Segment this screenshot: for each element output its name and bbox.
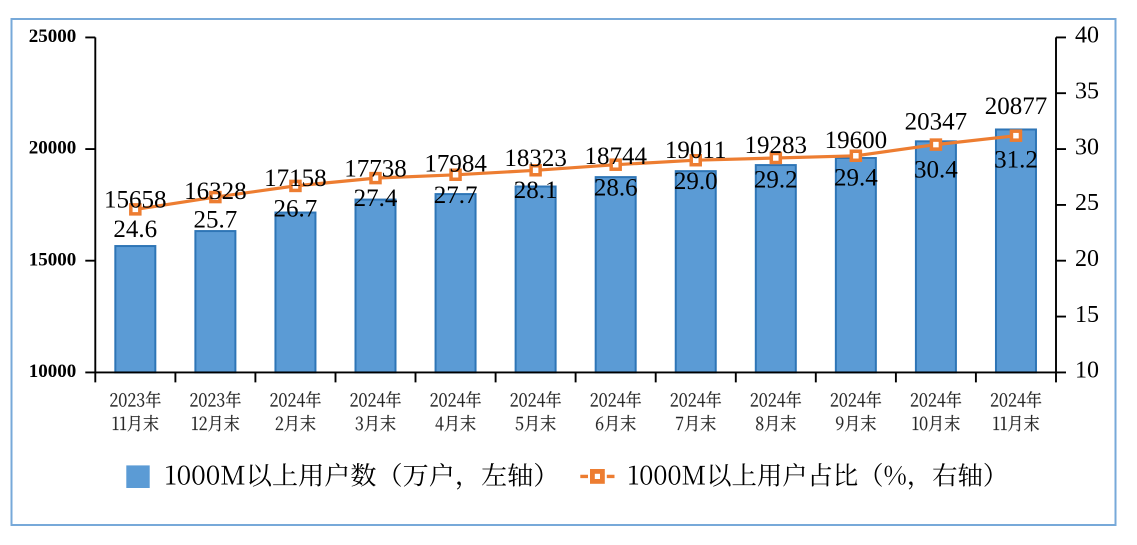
svg-text:35: 35 xyxy=(1075,79,1099,105)
svg-text:10: 10 xyxy=(1075,358,1099,384)
svg-text:27.4: 27.4 xyxy=(354,185,398,212)
svg-text:29.4: 29.4 xyxy=(834,165,878,192)
svg-text:18744: 18744 xyxy=(584,143,647,170)
svg-text:19283: 19283 xyxy=(745,132,808,159)
svg-text:25.7: 25.7 xyxy=(194,206,238,233)
svg-text:10000: 10000 xyxy=(29,361,77,382)
svg-text:18323: 18323 xyxy=(504,145,567,172)
svg-text:15: 15 xyxy=(1075,302,1099,328)
svg-text:19600: 19600 xyxy=(825,127,888,154)
svg-text:17158: 17158 xyxy=(264,165,327,192)
svg-text:27.7: 27.7 xyxy=(434,182,478,209)
svg-text:29.2: 29.2 xyxy=(754,166,798,193)
svg-text:40: 40 xyxy=(1075,23,1099,49)
svg-text:20: 20 xyxy=(1075,246,1099,272)
svg-text:30.4: 30.4 xyxy=(914,156,958,183)
svg-text:24.6: 24.6 xyxy=(113,216,157,243)
svg-text:20000: 20000 xyxy=(29,138,77,159)
svg-text:25000: 25000 xyxy=(29,26,77,47)
svg-text:26.7: 26.7 xyxy=(274,196,318,223)
svg-text:28.6: 28.6 xyxy=(594,175,638,202)
svg-text:16328: 16328 xyxy=(184,178,247,205)
svg-text:15658: 15658 xyxy=(104,187,167,214)
svg-text:15000: 15000 xyxy=(29,249,77,270)
svg-text:20347: 20347 xyxy=(905,109,968,136)
svg-text:20877: 20877 xyxy=(985,93,1048,120)
svg-text:19011: 19011 xyxy=(665,137,727,164)
svg-text:17738: 17738 xyxy=(344,156,407,183)
svg-text:29.0: 29.0 xyxy=(674,168,718,195)
svg-text:31.2: 31.2 xyxy=(994,146,1038,173)
svg-text:25: 25 xyxy=(1075,190,1099,216)
svg-text:28.1: 28.1 xyxy=(514,177,558,204)
svg-text:17984: 17984 xyxy=(424,151,487,178)
svg-text:30: 30 xyxy=(1075,134,1099,160)
